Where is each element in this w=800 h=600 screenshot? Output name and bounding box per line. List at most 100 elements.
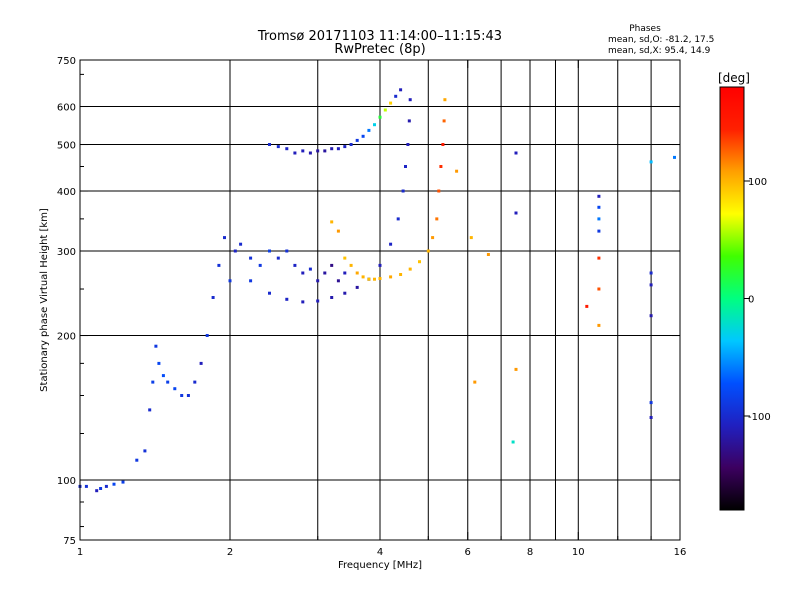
colorbar-label: [deg] — [718, 71, 750, 85]
x-tick-labels: 1 2 4 6 8 10 16 — [77, 547, 687, 558]
data-point — [143, 449, 147, 453]
x-tick-label: 16 — [674, 547, 687, 558]
data-point — [649, 314, 653, 318]
data-point — [399, 273, 403, 276]
data-point — [355, 138, 359, 142]
data-point — [166, 380, 170, 384]
data-point — [301, 300, 305, 304]
data-point — [597, 217, 601, 221]
data-point — [455, 169, 459, 173]
data-point — [378, 277, 382, 280]
data-point — [330, 296, 334, 299]
data-point — [249, 279, 253, 283]
data-point — [486, 253, 490, 256]
x-tick-label: 1 — [77, 547, 83, 558]
chart-title: Tromsø 20171103 11:14:00–11:15:43 — [257, 29, 502, 44]
data-point — [323, 271, 327, 275]
data-point — [378, 115, 382, 119]
data-point — [268, 249, 271, 253]
data-point — [293, 151, 297, 155]
data-point — [336, 147, 340, 151]
colorbar-tick-labels: 100 0 -100 — [744, 177, 771, 423]
data-point — [396, 217, 400, 221]
data-point — [373, 277, 376, 281]
data-point — [99, 487, 103, 490]
y-axis-label: Stationary phase Virtual Height [km] — [39, 208, 50, 392]
data-point — [389, 275, 393, 279]
data-point — [84, 484, 88, 488]
data-point — [441, 143, 445, 146]
data-point — [367, 128, 371, 132]
stats-o-line: mean, sd,O: -81.2, 17.5 — [608, 35, 714, 45]
data-point — [437, 189, 441, 193]
colorbar-tick-label: 100 — [748, 177, 767, 188]
data-point — [597, 323, 601, 327]
data-point — [597, 205, 601, 209]
data-point — [276, 256, 280, 260]
data-point — [151, 380, 155, 384]
y-tick-labels: 75 100 200 300 400 500 600 750 — [57, 56, 76, 547]
data-point — [301, 149, 305, 153]
x-tick-label: 2 — [227, 547, 233, 558]
data-point — [373, 123, 376, 127]
y-tick-label: 200 — [57, 332, 76, 343]
stats-x-line: mean, sd,X: 95.4, 14.9 — [608, 46, 711, 56]
y-tick-label: 75 — [63, 536, 76, 547]
data-point — [154, 344, 158, 348]
data-point — [514, 367, 518, 371]
data-point — [336, 229, 340, 233]
data-point — [308, 151, 312, 155]
data-point — [268, 143, 271, 146]
data-point — [355, 285, 359, 289]
data-point — [249, 256, 253, 260]
data-point — [404, 165, 407, 168]
data-point — [211, 296, 215, 299]
data-point — [193, 380, 197, 384]
data-point — [276, 145, 280, 149]
data-point — [389, 101, 393, 105]
data-point — [355, 271, 359, 275]
data-point — [514, 211, 518, 215]
data-point — [343, 291, 347, 295]
data-point — [186, 394, 190, 397]
data-point — [343, 145, 347, 149]
data-point — [112, 482, 116, 486]
y-tick-label: 600 — [57, 103, 76, 114]
data-point — [469, 236, 473, 240]
y-tick-label: 400 — [57, 187, 76, 198]
data-point — [439, 165, 443, 168]
data-point — [330, 263, 334, 267]
data-point — [406, 143, 410, 146]
y-tick-label: 100 — [57, 476, 76, 487]
data-point — [426, 249, 430, 253]
data-point — [361, 134, 365, 138]
data-point — [394, 94, 398, 98]
data-point — [367, 277, 371, 281]
data-point — [378, 263, 382, 267]
colorbar-gradient — [719, 86, 745, 511]
x-tick-label: 4 — [377, 547, 383, 558]
data-point — [293, 263, 297, 267]
data-point — [316, 279, 320, 283]
data-point — [597, 194, 601, 198]
data-point — [401, 189, 405, 193]
colorbar-tick-label: -100 — [748, 412, 771, 423]
data-point — [418, 260, 421, 264]
data-point — [301, 271, 305, 275]
data-point — [361, 275, 365, 279]
data-point — [343, 256, 347, 260]
data-point — [308, 267, 312, 271]
data-points — [78, 88, 676, 493]
data-point — [407, 119, 411, 123]
data-point — [435, 217, 439, 221]
data-point — [121, 480, 125, 484]
stats-heading: Phases — [629, 24, 661, 34]
data-point — [173, 387, 177, 391]
data-point — [349, 263, 353, 267]
data-point — [431, 236, 435, 240]
data-point — [157, 361, 161, 365]
data-point — [514, 151, 518, 155]
data-point — [442, 119, 446, 123]
data-point — [323, 149, 327, 153]
